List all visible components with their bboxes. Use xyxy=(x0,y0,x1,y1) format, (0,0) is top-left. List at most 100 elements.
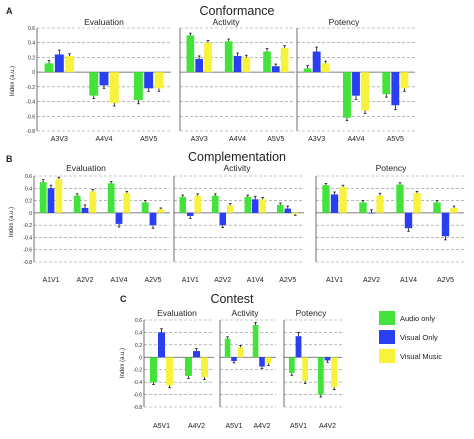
panel-a-activity-plot: A3V3 A4V4 A5V5 xyxy=(179,27,295,143)
panel-b-ytick-label: -0.6 xyxy=(23,248,32,254)
bar-audio xyxy=(224,41,233,73)
bar-visual xyxy=(54,54,64,73)
bar-audio xyxy=(149,357,157,383)
panel-b-ytick-label: 0.6 xyxy=(25,174,32,180)
bar-audio xyxy=(141,202,149,213)
bar-music xyxy=(413,193,421,213)
panel-b-ytick-label: 0 xyxy=(29,211,32,217)
panel-c-ytick-label: 0 xyxy=(139,355,142,361)
panel-b-title: Complementation xyxy=(188,150,286,164)
bar-music xyxy=(376,195,384,213)
category-label: A2V2 xyxy=(76,277,93,284)
panel-c-evaluation-plot: A5V1 A4V2 xyxy=(143,319,214,430)
bar-music xyxy=(242,57,251,73)
panel-b-activity-title: Activity xyxy=(224,163,252,173)
panel-c-activity-title: Activity xyxy=(232,308,260,318)
bar-audio xyxy=(277,204,284,213)
panel-b-potency-title: Potency xyxy=(376,163,407,173)
panel-b-evaluation-title: Evaluation xyxy=(66,163,106,173)
bar-audio xyxy=(252,324,259,358)
panel-a-ytick-label: -0.4 xyxy=(26,100,35,106)
category-label: A4V2 xyxy=(253,423,270,430)
bar-music xyxy=(201,357,209,378)
panel-a-ytick-label: 0.2 xyxy=(28,55,35,61)
bar-audio xyxy=(303,68,312,73)
legend-swatch-visual xyxy=(379,330,395,344)
bar-audio xyxy=(343,72,351,118)
panel-c-ytick-label: -0.8 xyxy=(133,405,142,411)
category-label: A3V3 xyxy=(308,136,325,143)
panel-a-letter: A xyxy=(6,6,13,16)
panel-b-ytick-label: -0.4 xyxy=(23,235,32,241)
category-label: A1V1 xyxy=(182,277,199,284)
bar-audio xyxy=(73,195,81,213)
category-label: A5V5 xyxy=(267,136,284,143)
bar-music xyxy=(109,72,119,104)
panel-c-potency-title: Potency xyxy=(296,308,327,318)
bar-audio xyxy=(244,196,252,213)
bar-music xyxy=(259,199,266,213)
panel-b-potency-plot: A1V1 A2V2 A1V4 A2V5 xyxy=(315,175,464,284)
bar-audio xyxy=(322,185,330,213)
bar-music xyxy=(89,191,97,213)
panel-c-ytick-label: 0.4 xyxy=(135,330,142,336)
panel-a-ytick-label: 0.4 xyxy=(28,41,35,47)
panel-b-plots: A1V1 A2V2 A1V4 A2V5 A1V1 A2V2 A1V4 A2V5 A1V1 A2V2… xyxy=(33,175,464,284)
bar-visual xyxy=(259,357,265,367)
category-label: A2V2 xyxy=(214,277,231,284)
legend-label-audio: Audio only xyxy=(400,314,435,323)
panel-b-activity-plot: A1V1 A2V2 A1V4 A2V5 xyxy=(173,175,304,284)
panel-a-ylabel: Index (a.u.) xyxy=(10,66,16,96)
category-label: A5V1 xyxy=(153,423,170,430)
bar-music xyxy=(123,193,131,213)
panel-a-title: Conformance xyxy=(199,4,274,18)
bar-audio xyxy=(224,338,231,358)
bar-music xyxy=(154,72,164,89)
panel-a-ytick-label: 0 xyxy=(32,70,35,76)
bar-audio xyxy=(107,183,115,213)
category-label: A2V5 xyxy=(144,277,161,284)
bar-visual xyxy=(144,72,154,89)
panel-c-ytick-label: -0.2 xyxy=(133,368,142,374)
bar-visual xyxy=(330,194,339,213)
panel-a-potency-title: Potency xyxy=(329,17,360,27)
bar-visual xyxy=(149,212,157,226)
category-label: A3V3 xyxy=(191,136,208,143)
bar-visual xyxy=(352,72,360,96)
bar-audio xyxy=(396,184,404,213)
panel-a-ytick-label: -0.2 xyxy=(26,85,35,91)
category-label: A2V5 xyxy=(279,277,296,284)
category-label: A4V4 xyxy=(95,136,112,143)
category-label: A2V5 xyxy=(437,277,454,284)
panel-c-activity-plot: A5V1 A4V2 xyxy=(219,319,276,430)
panel-b-ylabel: Index (a.u.) xyxy=(9,207,15,237)
panel-a-potency-plot: A3V3 A4V4 A5V5 xyxy=(296,27,415,143)
panel-c-ytick-label: -0.6 xyxy=(133,393,142,399)
legend-label-visual: Visual Only xyxy=(400,333,438,342)
category-label: A2V2 xyxy=(363,277,380,284)
bar-audio xyxy=(288,357,295,373)
panel-c-letter: C xyxy=(120,294,127,304)
bar-visual xyxy=(158,332,165,358)
category-label: A1V4 xyxy=(400,277,417,284)
bar-music xyxy=(361,72,369,111)
bar-music xyxy=(194,195,201,213)
panel-c-ytick-label: 0.6 xyxy=(135,318,142,324)
bar-visual xyxy=(252,199,259,213)
bar-music xyxy=(400,72,409,89)
bar-visual xyxy=(47,188,55,213)
category-label: A4V4 xyxy=(347,136,364,143)
bar-audio xyxy=(382,72,391,95)
panel-c-evaluation-title: Evaluation xyxy=(157,308,197,318)
bar-visual xyxy=(193,351,200,358)
category-label: A4V2 xyxy=(188,423,205,430)
bar-music xyxy=(65,55,75,73)
panel-a-ytick-label: -0.8 xyxy=(26,129,35,135)
bar-visual xyxy=(195,58,203,73)
bar-visual xyxy=(404,212,413,229)
panel-b-ytick-labels: 0.6 0.4 0.2 0 -0.2 -0.4 -0.6 -0.8 xyxy=(23,174,32,266)
bar-visual xyxy=(367,212,376,214)
legend-label-music: Visual Music xyxy=(400,352,442,361)
panel-c-ytick-labels: 0.6 0.4 0.2 0 -0.2 -0.4 -0.6 -0.8 xyxy=(133,318,142,411)
panel-a-evaluation-plot: A3V3 A4V4 A5V5 xyxy=(36,27,171,143)
